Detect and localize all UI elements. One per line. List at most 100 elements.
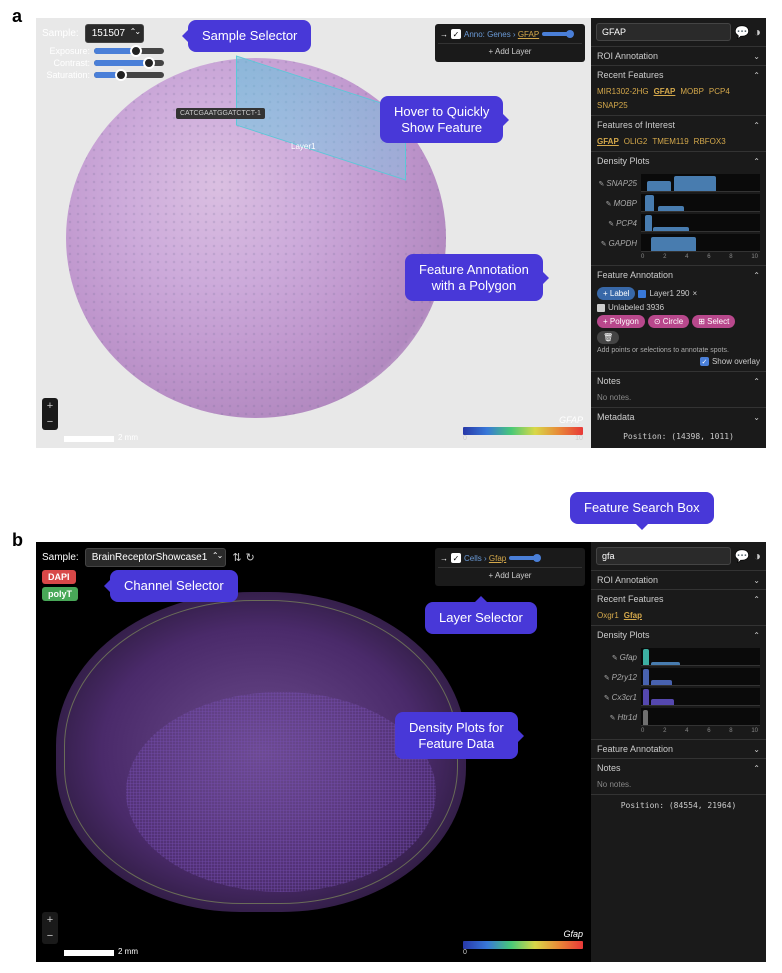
density-row: P2ry12 [597, 667, 760, 687]
recent-section-header[interactable]: Recent Features⌃ [591, 66, 766, 84]
github-icon[interactable]: ◑ [754, 549, 761, 563]
callout-polygon: Feature Annotation with a Polygon [405, 254, 543, 301]
density-label[interactable]: GAPDH [597, 239, 637, 248]
featannot-section-header[interactable]: Feature Annotation⌃ [591, 266, 766, 284]
channel-badge[interactable]: DAPI [42, 570, 76, 584]
layer-path[interactable]: Cells › Gfap [464, 554, 506, 563]
layer-path[interactable]: Anno: Genes › GFAP [464, 30, 539, 39]
search-input[interactable] [596, 547, 731, 565]
panel-label-a: a [12, 6, 22, 27]
slider-label: Contrast: [42, 58, 90, 68]
notes-section-header[interactable]: Notes⌃ [591, 759, 766, 777]
add-label-button[interactable]: + Label [597, 287, 635, 300]
density-label[interactable]: MOBP [597, 199, 637, 208]
channel-list: DAPI polyT [42, 570, 78, 601]
density-row: Htr1d [597, 707, 760, 727]
density-plot [641, 234, 760, 252]
sidebar-a: 💬 ◑ ROI Annotation⌄ Recent Features⌃ MIR… [591, 18, 766, 448]
feature-link[interactable]: MIR1302-2HG [597, 87, 649, 96]
foi-section-header[interactable]: Features of Interest⌃ [591, 116, 766, 134]
slider[interactable] [94, 60, 164, 66]
zoom-out-button[interactable]: − [42, 414, 58, 430]
density-label[interactable]: Cx3cr1 [597, 693, 637, 702]
density-label[interactable]: Gfap [597, 653, 637, 662]
zoom-control: + − [42, 398, 58, 430]
zoom-in-button[interactable]: + [42, 912, 58, 928]
layer-checkbox[interactable]: ✓ [451, 29, 461, 39]
feature-link[interactable]: Gfap [624, 611, 642, 620]
sample-label: Sample: [42, 28, 79, 39]
scalebar: 2 mm [64, 947, 138, 956]
density-row: MOBP [597, 193, 760, 213]
callout-channel: Channel Selector [110, 570, 238, 602]
viewer-a[interactable]: CATCGAATGGATCTCT-1 Layer1 Sample: 151507… [36, 18, 591, 448]
notes-section-header[interactable]: Notes⌃ [591, 372, 766, 390]
callout-sample: Sample Selector [188, 20, 311, 52]
layer-checkbox[interactable]: ✓ [451, 553, 461, 563]
feature-link[interactable]: GFAP [597, 137, 619, 146]
density-label[interactable]: PCP4 [597, 219, 637, 228]
add-layer-button[interactable]: + Add Layer [438, 43, 582, 59]
zoom-in-button[interactable]: + [42, 398, 58, 414]
density-plot [641, 668, 760, 686]
layer-arrow-icon[interactable]: → [440, 30, 448, 39]
legend-layer1[interactable]: Layer1 290 × [638, 289, 697, 298]
density-row: GAPDH [597, 233, 760, 253]
density-plot [641, 648, 760, 666]
density-plot [641, 708, 760, 726]
density-label[interactable]: SNAP25 [597, 179, 637, 188]
layer-opacity-slider[interactable] [542, 32, 572, 36]
panel-label-b: b [12, 530, 23, 551]
feature-link[interactable]: Oxgr1 [597, 611, 619, 620]
slider[interactable] [94, 48, 164, 54]
feature-link[interactable]: RBFOX3 [694, 137, 726, 146]
density-plot [641, 214, 760, 232]
show-overlay-checkbox[interactable]: ✓Show overlay [597, 357, 760, 366]
trash-button[interactable]: 🗑 [597, 331, 619, 344]
layer-arrow-icon[interactable]: → [440, 554, 448, 563]
feature-link[interactable]: GFAP [654, 87, 676, 96]
density-row: PCP4 [597, 213, 760, 233]
feature-link[interactable]: SNAP25 [597, 101, 628, 110]
feature-link[interactable]: MOBP [680, 87, 704, 96]
callout-density: Density Plots for Feature Data [395, 712, 518, 759]
density-section-header[interactable]: Density Plots⌃ [591, 152, 766, 170]
density-row: Gfap [597, 647, 760, 667]
recent-section-header[interactable]: Recent Features⌃ [591, 590, 766, 608]
density-row: SNAP25 [597, 173, 760, 193]
feature-link[interactable]: PCP4 [709, 87, 730, 96]
slider-label: Saturation: [42, 70, 90, 80]
barcode-tooltip: CATCGAATGGATCTCT-1 [176, 108, 265, 119]
tool-button[interactable]: ⊞ Select [692, 315, 735, 328]
swap-icon[interactable]: ⇅ [232, 551, 241, 564]
chat-icon[interactable]: 💬 [735, 549, 750, 563]
topbar: Sample: BrainReceptorShowcase1 ⇅ ↻ [42, 548, 255, 567]
refresh-icon[interactable]: ↻ [246, 551, 255, 564]
search-input[interactable] [596, 23, 731, 41]
density-label[interactable]: P2ry12 [597, 673, 637, 682]
tool-button[interactable]: + Polygon [597, 315, 645, 328]
slider-label: Exposure: [42, 46, 90, 56]
density-label[interactable]: Htr1d [597, 713, 637, 722]
chat-icon[interactable]: 💬 [735, 25, 750, 39]
density-section-header[interactable]: Density Plots⌃ [591, 626, 766, 644]
density-axis: 0246810 [597, 254, 760, 260]
layer-control: → ✓ Cells › Gfap + Add Layer [435, 548, 585, 586]
add-layer-button[interactable]: + Add Layer [438, 567, 582, 583]
legend-unlabeled: Unlabeled 3936 [597, 303, 664, 312]
github-icon[interactable]: ◑ [754, 25, 761, 39]
sample-select[interactable]: 151507 [85, 24, 144, 43]
featannot-section-header[interactable]: Feature Annotation⌄ [591, 740, 766, 758]
roi-section-header[interactable]: ROI Annotation⌄ [591, 571, 766, 589]
tool-button[interactable]: ⊙ Circle [648, 315, 689, 328]
layer-opacity-slider[interactable] [509, 556, 539, 560]
zoom-out-button[interactable]: − [42, 928, 58, 944]
slider[interactable] [94, 72, 164, 78]
position-readout: Position: (84554, 21964) [591, 795, 766, 816]
feature-link[interactable]: OLIG2 [624, 137, 648, 146]
channel-badge[interactable]: polyT [42, 587, 78, 601]
feature-link[interactable]: TMEM119 [652, 137, 688, 146]
metadata-section-header[interactable]: Metadata⌄ [591, 408, 766, 426]
sample-select[interactable]: BrainReceptorShowcase1 [85, 548, 227, 567]
roi-section-header[interactable]: ROI Annotation⌄ [591, 47, 766, 65]
